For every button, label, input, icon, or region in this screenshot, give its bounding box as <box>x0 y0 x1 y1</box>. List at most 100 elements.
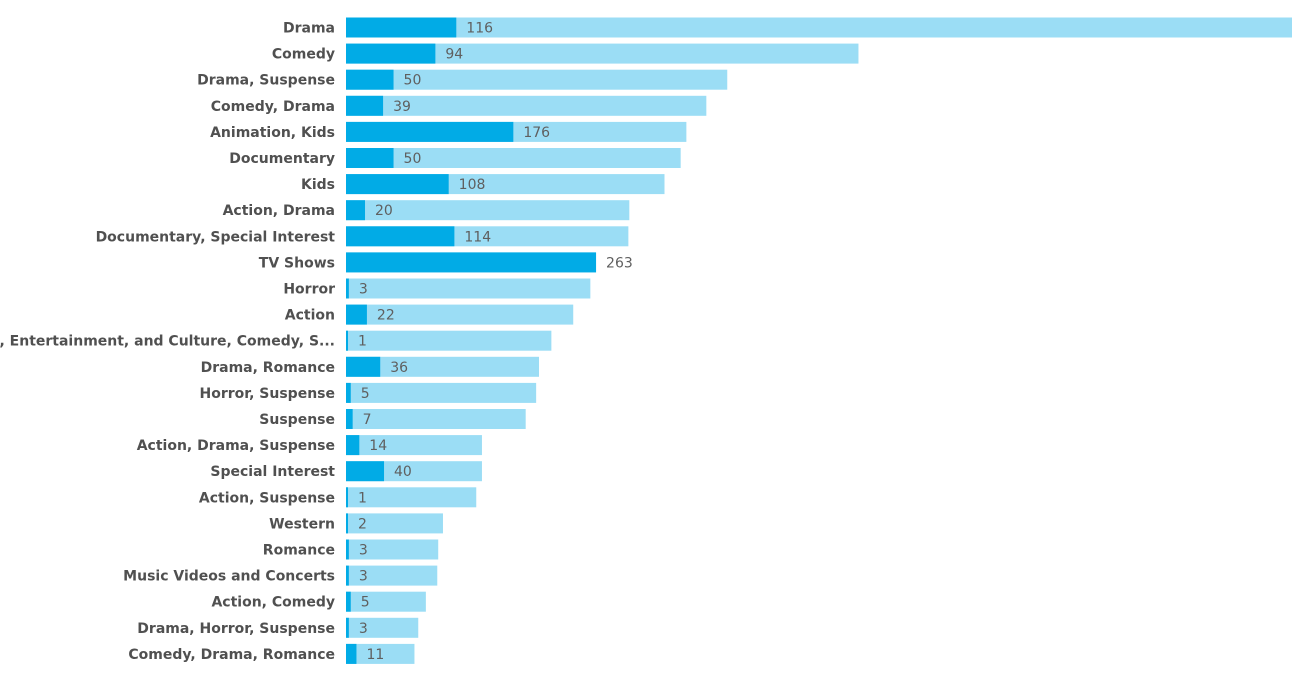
category-label: Drama, Horror, Suspense <box>137 621 335 637</box>
value-bar[interactable] <box>346 356 381 377</box>
total-bar[interactable] <box>346 17 1292 38</box>
value-label: 176 <box>523 125 550 141</box>
total-bar[interactable] <box>346 409 526 429</box>
value-label: 5 <box>361 595 370 611</box>
value-bar[interactable] <box>346 200 366 221</box>
total-bar[interactable] <box>346 148 681 168</box>
value-bar[interactable] <box>346 330 348 351</box>
value-bar[interactable] <box>346 148 394 168</box>
total-bar[interactable] <box>346 435 482 456</box>
value-label: 40 <box>394 464 412 480</box>
category-label: Western <box>269 516 335 532</box>
bar-row: Romance 3 <box>263 539 439 560</box>
category-label: Horror, Suspense <box>200 386 336 402</box>
total-bar[interactable] <box>346 643 415 664</box>
bar-row: Action, Drama 20 <box>223 200 630 221</box>
total-bar[interactable] <box>346 304 574 325</box>
category-label: Action, Drama, Suspense <box>137 438 335 454</box>
value-bar[interactable] <box>346 252 597 273</box>
total-bar[interactable] <box>346 69 728 90</box>
category-label: Horror <box>283 282 335 298</box>
value-bar[interactable] <box>346 69 394 90</box>
total-bar[interactable] <box>346 539 439 560</box>
value-bar[interactable] <box>346 591 351 612</box>
bar-row: Drama, Horror, Suspense 3 <box>137 617 419 638</box>
value-bar[interactable] <box>346 95 384 116</box>
value-label: 1 <box>358 490 367 506</box>
bar-row: Documentary 50 <box>229 148 681 168</box>
bar-row: Special Interest 40 <box>210 461 482 482</box>
value-bar[interactable] <box>346 539 349 560</box>
value-label: 22 <box>377 308 395 324</box>
value-label: 3 <box>359 282 368 298</box>
value-label: 3 <box>359 543 368 559</box>
value-bar[interactable] <box>346 461 385 482</box>
bar-row: Comedy 94 <box>272 43 859 64</box>
category-label: Drama, Suspense <box>197 73 335 89</box>
bar-row: Comedy, Drama, Romance 11 <box>128 643 415 664</box>
bar-row: TV Shows 263 <box>259 252 633 273</box>
total-bar[interactable] <box>346 200 630 221</box>
category-label: Documentary, Special Interest <box>96 229 336 245</box>
value-label: 1 <box>358 334 367 350</box>
total-bar[interactable] <box>346 278 591 299</box>
value-label: 50 <box>404 151 422 167</box>
value-label: 7 <box>363 412 372 428</box>
bar-row: Horror, Suspense 5 <box>200 382 537 403</box>
value-bar[interactable] <box>346 43 436 64</box>
total-bar[interactable] <box>346 591 426 612</box>
category-label: Comedy, Drama <box>211 99 335 115</box>
value-label: 116 <box>466 21 493 37</box>
value-bar[interactable] <box>346 382 351 403</box>
value-bar[interactable] <box>346 643 357 664</box>
value-bar[interactable] <box>346 487 348 508</box>
value-bar[interactable] <box>346 565 349 586</box>
bar-row: Comedy, Drama 39 <box>211 95 707 116</box>
category-label: Drama <box>283 21 335 37</box>
total-bar[interactable] <box>346 95 707 116</box>
value-bar[interactable] <box>346 17 457 38</box>
value-label: 11 <box>366 647 384 663</box>
value-bar[interactable] <box>346 278 349 299</box>
total-bar[interactable] <box>346 513 443 534</box>
category-label: Comedy <box>272 47 335 63</box>
bar-row: Western 2 <box>269 513 443 534</box>
category-label: Music Videos and Concerts <box>123 569 335 585</box>
bar-row: Music Videos and Concerts 3 <box>123 565 438 586</box>
value-label: 114 <box>464 229 491 245</box>
value-bar[interactable] <box>346 513 348 534</box>
category-label: Comedy, Drama, Romance <box>128 647 335 663</box>
category-label: Romance <box>263 543 335 559</box>
value-label: 3 <box>359 569 368 585</box>
category-label: Action <box>285 308 335 324</box>
bar-row: Drama, Romance 36 <box>201 356 540 377</box>
value-label: 36 <box>390 360 408 376</box>
total-bar[interactable] <box>346 330 552 351</box>
bar-row: Arts, Entertainment, and Culture, Comedy… <box>0 330 552 351</box>
bar-row: Drama, Suspense 50 <box>197 69 728 90</box>
value-label: 3 <box>359 621 368 637</box>
value-bar[interactable] <box>346 174 449 195</box>
value-label: 108 <box>459 177 486 193</box>
category-label: Action, Drama <box>223 203 335 219</box>
category-label: Arts, Entertainment, and Culture, Comedy… <box>0 334 335 350</box>
bar-row: Drama 116 <box>283 17 1292 38</box>
value-bar[interactable] <box>346 226 455 247</box>
total-bar[interactable] <box>346 382 537 403</box>
value-bar[interactable] <box>346 121 514 142</box>
total-bar[interactable] <box>346 565 438 586</box>
total-bar[interactable] <box>346 43 859 64</box>
bar-row: Action, Drama, Suspense 14 <box>137 435 482 456</box>
value-label: 14 <box>369 438 387 454</box>
value-bar[interactable] <box>346 409 353 429</box>
total-bar[interactable] <box>346 356 540 377</box>
value-bar[interactable] <box>346 617 349 638</box>
bar-row: Documentary, Special Interest 114 <box>96 226 629 247</box>
bar-row: Suspense 7 <box>259 409 526 429</box>
value-bar[interactable] <box>346 304 367 325</box>
total-bar[interactable] <box>346 617 419 638</box>
total-bar[interactable] <box>346 487 477 508</box>
value-bar[interactable] <box>346 435 360 456</box>
